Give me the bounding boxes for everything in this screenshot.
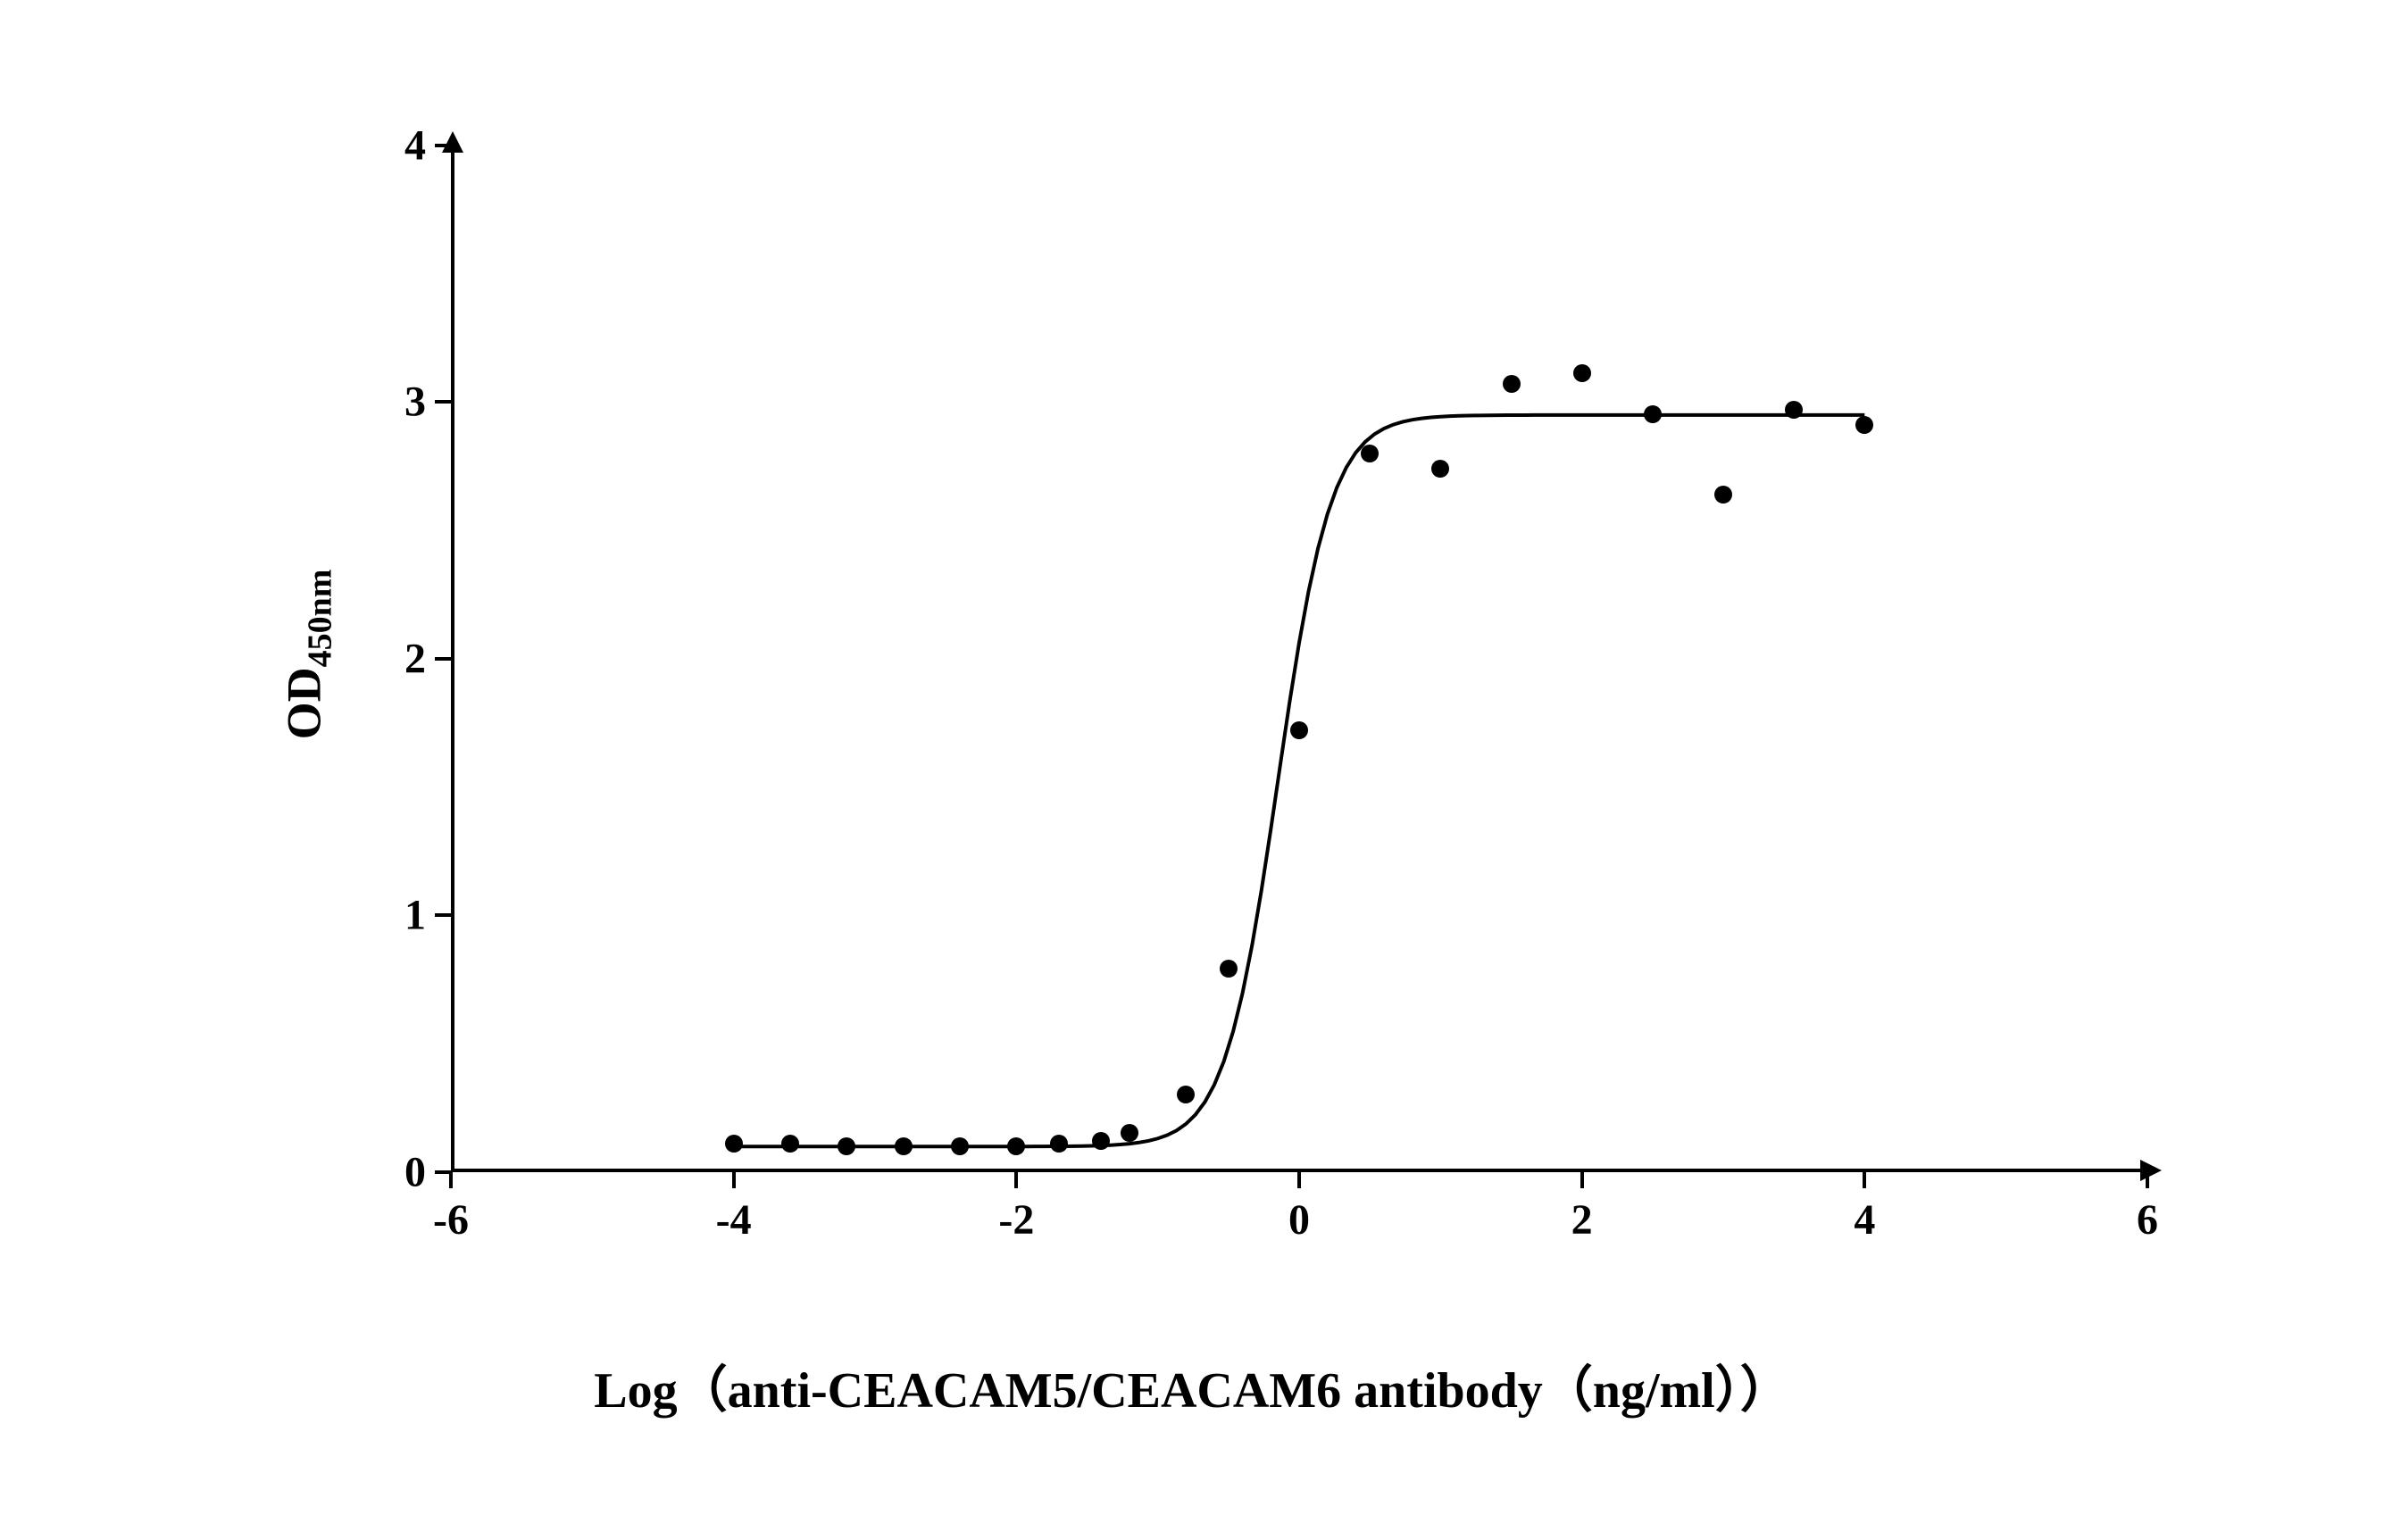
x-tick [1297,1172,1301,1188]
y-tick [435,657,451,661]
data-point [1220,960,1238,978]
fit-curve-svg [451,146,2147,1172]
x-tick-label: 6 [2137,1195,2158,1244]
data-point [1431,460,1449,478]
chart-container: 01234-6-4-20246 OD450nm Log（anti-CEACAM5… [121,56,2263,1485]
data-point [1177,1086,1195,1103]
data-point [781,1135,799,1153]
y-tick-label: 1 [404,891,426,940]
data-point [838,1137,855,1155]
x-tick-label: 4 [1854,1195,1875,1244]
data-point [1644,405,1662,423]
data-point [1573,364,1591,382]
data-point [1050,1135,1068,1153]
x-tick [1014,1172,1018,1188]
x-tick-label: -6 [433,1195,469,1244]
data-point [1290,721,1308,739]
y-axis-label-sub: 450nm [301,569,338,667]
x-tick-label: -2 [998,1195,1034,1244]
x-tick [449,1172,453,1188]
data-point [1092,1132,1110,1150]
data-point [895,1137,913,1155]
x-tick [1580,1172,1584,1188]
x-tick-label: 0 [1288,1195,1310,1244]
y-tick-label: 2 [404,634,426,683]
y-tick-label: 0 [404,1147,426,1196]
x-tick [2146,1172,2149,1188]
x-tick [1863,1172,1866,1188]
x-tick-label: 2 [1571,1195,1593,1244]
data-point [1503,375,1521,393]
y-axis-label-main: OD [278,667,331,739]
y-axis-label: OD450nm [277,569,340,739]
data-point [1714,486,1732,504]
data-point [1855,416,1873,434]
y-tick-label: 4 [404,121,426,170]
data-point [1121,1124,1138,1142]
x-axis-label: Log（anti-CEACAM5/CEACAM6 antibody（ng/ml）… [594,1350,1789,1422]
data-point [725,1135,743,1153]
y-tick [435,400,451,404]
data-point [951,1137,969,1155]
plot-area: 01234-6-4-20246 [451,146,2147,1172]
x-tick [732,1172,736,1188]
data-point [1361,445,1379,462]
y-tick [435,913,451,917]
fit-curve-path [734,414,1865,1145]
y-tick-label: 3 [404,378,426,427]
y-tick [435,144,451,147]
data-point [1007,1137,1025,1155]
x-tick-label: -4 [716,1195,752,1244]
data-point [1785,401,1803,419]
